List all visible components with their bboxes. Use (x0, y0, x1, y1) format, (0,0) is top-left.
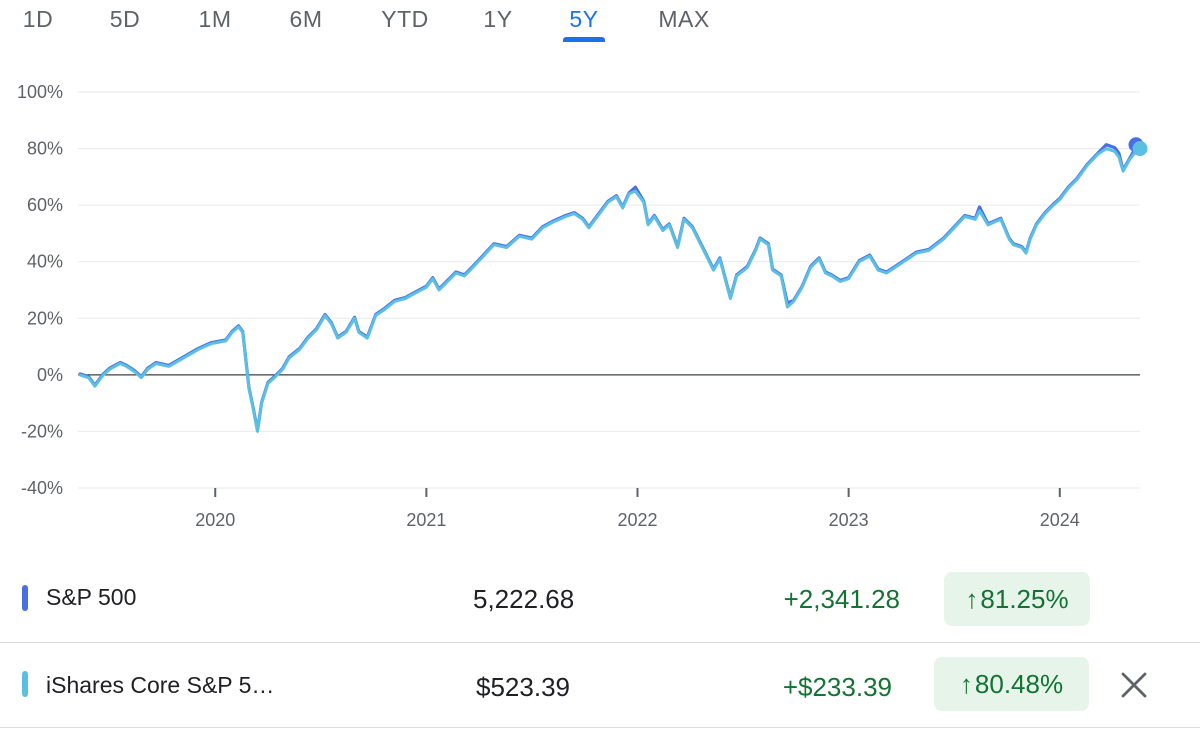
comparison-row-sp500[interactable]: S&P 500 5,222.68 +2,341.28 ↑ 81.25% (0, 556, 1200, 642)
chart-end-markers (1128, 137, 1148, 157)
percent-change: 81.25% (980, 583, 1069, 614)
x-tick-label: 2022 (617, 510, 657, 530)
y-tick-label: -20% (21, 421, 63, 441)
chart-series (78, 143, 1142, 433)
series-line-ishares (78, 147, 1142, 433)
tab-max[interactable]: MAX (658, 6, 710, 32)
tab-1d[interactable]: 1D (22, 6, 54, 32)
y-axis-labels: 100% 80% 60% 40% 20% 0% -20% -40% (17, 82, 63, 498)
y-tick-label: 100% (17, 82, 63, 102)
comparison-row-ishares[interactable]: iShares Core S&P 5… $523.39 +$233.39 ↑ 80… (0, 642, 1200, 728)
y-tick-label: 0% (37, 365, 63, 385)
series-line-sp500 (78, 143, 1142, 432)
series-color-swatch (22, 671, 28, 697)
security-price: 5,222.68 (473, 584, 575, 614)
tab-5y[interactable]: 5Y (569, 6, 599, 32)
percent-change-badge: ↑ 80.48% (934, 657, 1089, 711)
tab-1m[interactable]: 1M (198, 6, 232, 32)
range-tabs: 1D 5D 1M 6M YTD 1Y 5Y MAX (0, 0, 1200, 48)
tab-1y[interactable]: 1Y (483, 6, 513, 32)
x-tick-label: 2023 (829, 510, 869, 530)
x-tick-label: 2021 (406, 510, 446, 530)
security-price: $523.39 (476, 672, 570, 702)
tab-ytd[interactable]: YTD (381, 6, 429, 32)
y-tick-label: 80% (27, 139, 63, 159)
x-tick-label: 2020 (195, 510, 235, 530)
series-end-marker (1132, 141, 1148, 157)
percent-change: 80.48% (974, 668, 1064, 699)
arrow-up-icon: ↑ (965, 583, 979, 614)
arrow-up-icon: ↑ (959, 668, 973, 699)
security-name: S&P 500 (46, 584, 137, 610)
y-tick-label: 60% (27, 195, 63, 215)
percent-change-badge: ↑ 81.25% (944, 572, 1090, 626)
price-change: +2,341.28 (783, 584, 900, 614)
tab-5d[interactable]: 5D (109, 6, 141, 32)
y-tick-label: 40% (27, 252, 63, 272)
price-change: +$233.39 (782, 672, 892, 702)
y-tick-label: -40% (21, 478, 63, 498)
close-icon[interactable] (1120, 671, 1148, 699)
performance-chart[interactable]: 100%80%60%40%20%0%-20%-40% 2020 2021 2022 2… (0, 60, 1200, 540)
security-name: iShares Core S&P 5… (46, 672, 275, 698)
series-color-swatch (22, 585, 28, 611)
x-axis-labels: 2020 2021 2022 2023 2024 (195, 488, 1080, 530)
x-tick-label: 2024 (1040, 510, 1080, 530)
chart-gridlines (78, 91, 1140, 489)
y-tick-label: 20% (27, 308, 63, 328)
active-tab-indicator (563, 37, 605, 42)
tab-6m[interactable]: 6M (289, 6, 323, 32)
